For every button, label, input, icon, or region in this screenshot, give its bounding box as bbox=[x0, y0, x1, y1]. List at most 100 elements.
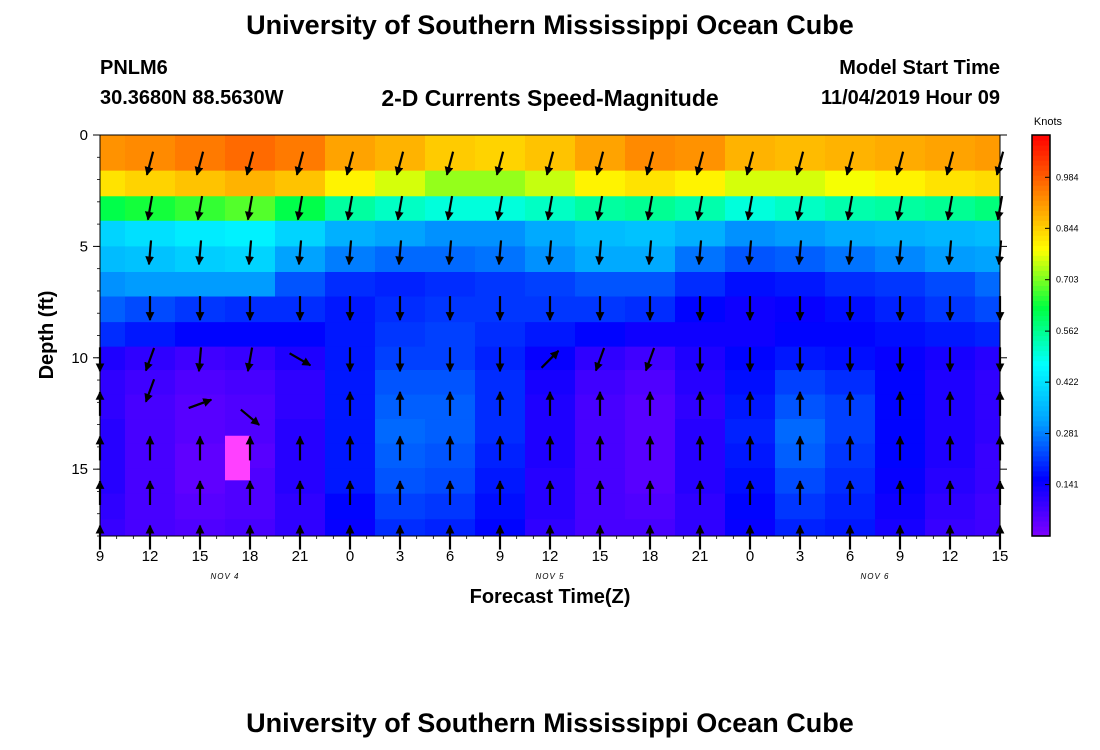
heatmap-cell bbox=[175, 394, 226, 420]
current-vector-arrow bbox=[245, 240, 255, 266]
current-vector-arrow bbox=[494, 151, 505, 176]
colorbar-tick-label: 0.562 bbox=[1056, 326, 1079, 336]
x-tick-label: 21 bbox=[692, 548, 709, 565]
heatmap-cell bbox=[875, 272, 926, 298]
heatmap-cell bbox=[975, 370, 1001, 396]
colorbar-swatch bbox=[1032, 320, 1050, 327]
colorbar-swatch bbox=[1032, 510, 1050, 517]
heatmap-cell bbox=[275, 322, 326, 348]
current-vector-arrow bbox=[644, 347, 656, 372]
colorbar-swatch bbox=[1032, 155, 1050, 161]
current-vector-arrow bbox=[444, 195, 454, 221]
heatmap-cell bbox=[975, 246, 1001, 273]
heatmap-cell bbox=[100, 170, 126, 197]
heatmap-cell bbox=[775, 322, 826, 348]
colorbar-swatch bbox=[1032, 395, 1050, 402]
current-vector-arrow bbox=[395, 240, 405, 266]
heatmap-cell bbox=[575, 272, 626, 298]
current-vector-arrow bbox=[494, 195, 504, 221]
heatmap-cell bbox=[475, 322, 526, 348]
heatmap-cell bbox=[875, 170, 926, 197]
current-vector-arrow bbox=[645, 240, 655, 266]
heatmap-cell bbox=[100, 419, 126, 445]
y-axis-label: Depth (ft) bbox=[36, 291, 58, 380]
heatmap-cell bbox=[625, 370, 676, 396]
heatmap-cell bbox=[775, 272, 826, 298]
heatmap-cell bbox=[975, 443, 1001, 469]
heatmap-cell bbox=[475, 272, 526, 298]
heatmap-cell bbox=[725, 170, 776, 197]
colorbar-tick-label: 0.141 bbox=[1056, 480, 1079, 490]
x-tick-label: 15 bbox=[992, 548, 1009, 565]
colorbar-swatch bbox=[1032, 505, 1050, 512]
colorbar-frame bbox=[1031, 134, 1051, 537]
heatmap-cell bbox=[825, 272, 876, 298]
heatmap-cell bbox=[225, 370, 276, 396]
current-vector-arrow bbox=[595, 240, 605, 266]
colorbar-swatch bbox=[1032, 170, 1050, 176]
current-vector-arrow bbox=[545, 240, 555, 266]
current-vector-arrow bbox=[194, 195, 204, 221]
heatmap-cell bbox=[375, 170, 426, 197]
colorbar-swatch bbox=[1032, 185, 1050, 191]
heatmap-cells bbox=[100, 135, 1001, 537]
current-vector-arrow bbox=[795, 240, 805, 266]
heatmap-cell bbox=[625, 170, 676, 197]
x-tick-label: 15 bbox=[192, 548, 209, 565]
heatmap-cell bbox=[325, 272, 376, 298]
heatmap-cell bbox=[375, 272, 426, 298]
current-vector-arrow bbox=[644, 151, 655, 176]
x-tick-label: 12 bbox=[142, 548, 159, 565]
model-start-label: Model Start Time bbox=[839, 57, 1000, 79]
heatmap-cell bbox=[525, 272, 576, 298]
heatmap-cell bbox=[975, 394, 1001, 420]
x-tick-label: 3 bbox=[396, 548, 404, 565]
colorbar-swatch bbox=[1032, 175, 1050, 181]
colorbar-swatch bbox=[1032, 150, 1050, 156]
heatmap-cell bbox=[100, 246, 126, 273]
heatmap-cell bbox=[975, 468, 1001, 495]
heatmap-cell bbox=[975, 196, 1001, 222]
colorbar-swatch bbox=[1032, 275, 1050, 281]
heatmap-cell bbox=[975, 296, 1001, 323]
colorbar-swatch bbox=[1032, 420, 1050, 427]
colorbar-swatch bbox=[1032, 475, 1050, 482]
colorbar-swatch bbox=[1032, 340, 1050, 347]
current-vector-arrow bbox=[594, 347, 606, 372]
current-vector-arrow bbox=[794, 151, 805, 176]
x-tick-label: 3 bbox=[796, 548, 804, 565]
current-vector-arrow bbox=[895, 240, 905, 266]
colorbar-tick-label: 0.281 bbox=[1056, 429, 1079, 439]
colorbar-swatch bbox=[1032, 350, 1050, 357]
x-tick-label: 6 bbox=[446, 548, 454, 565]
colorbar-swatch bbox=[1032, 280, 1050, 286]
heatmap-cell bbox=[425, 170, 476, 197]
colorbar-swatch bbox=[1032, 190, 1050, 196]
current-vector-arrow bbox=[144, 151, 155, 176]
heatmap-cell bbox=[675, 272, 726, 298]
heatmap-cell bbox=[925, 322, 976, 348]
colorbar-swatch bbox=[1032, 405, 1050, 412]
current-vector-arrow bbox=[144, 195, 154, 221]
colorbar-swatch bbox=[1032, 285, 1050, 291]
colorbar-swatch bbox=[1032, 240, 1050, 246]
current-vector-arrow bbox=[188, 398, 213, 410]
x-tick-label: 18 bbox=[642, 548, 659, 565]
current-vector-arrow bbox=[394, 195, 404, 221]
current-vector-arrow bbox=[145, 240, 155, 266]
colorbar-swatch bbox=[1032, 425, 1050, 432]
colorbar-swatch bbox=[1032, 430, 1050, 437]
colorbar-swatch bbox=[1032, 355, 1050, 362]
colorbar: 0.141 0.281 0.422 0.562 0.703 0.844 0.984 bbox=[1031, 134, 1079, 537]
colorbar-swatch bbox=[1032, 140, 1050, 146]
colorbar-swatch bbox=[1032, 390, 1050, 397]
heatmap-cell bbox=[875, 322, 926, 348]
current-vector-arrow bbox=[445, 240, 455, 266]
heatmap-cell bbox=[525, 170, 576, 197]
heatmap-cell bbox=[225, 170, 276, 197]
day-label: NOV 6 bbox=[860, 572, 889, 581]
x-tick-label: 9 bbox=[896, 548, 904, 565]
heatmap-cell bbox=[275, 370, 326, 396]
colorbar-swatch bbox=[1032, 490, 1050, 497]
current-vector-arrow bbox=[295, 240, 305, 266]
